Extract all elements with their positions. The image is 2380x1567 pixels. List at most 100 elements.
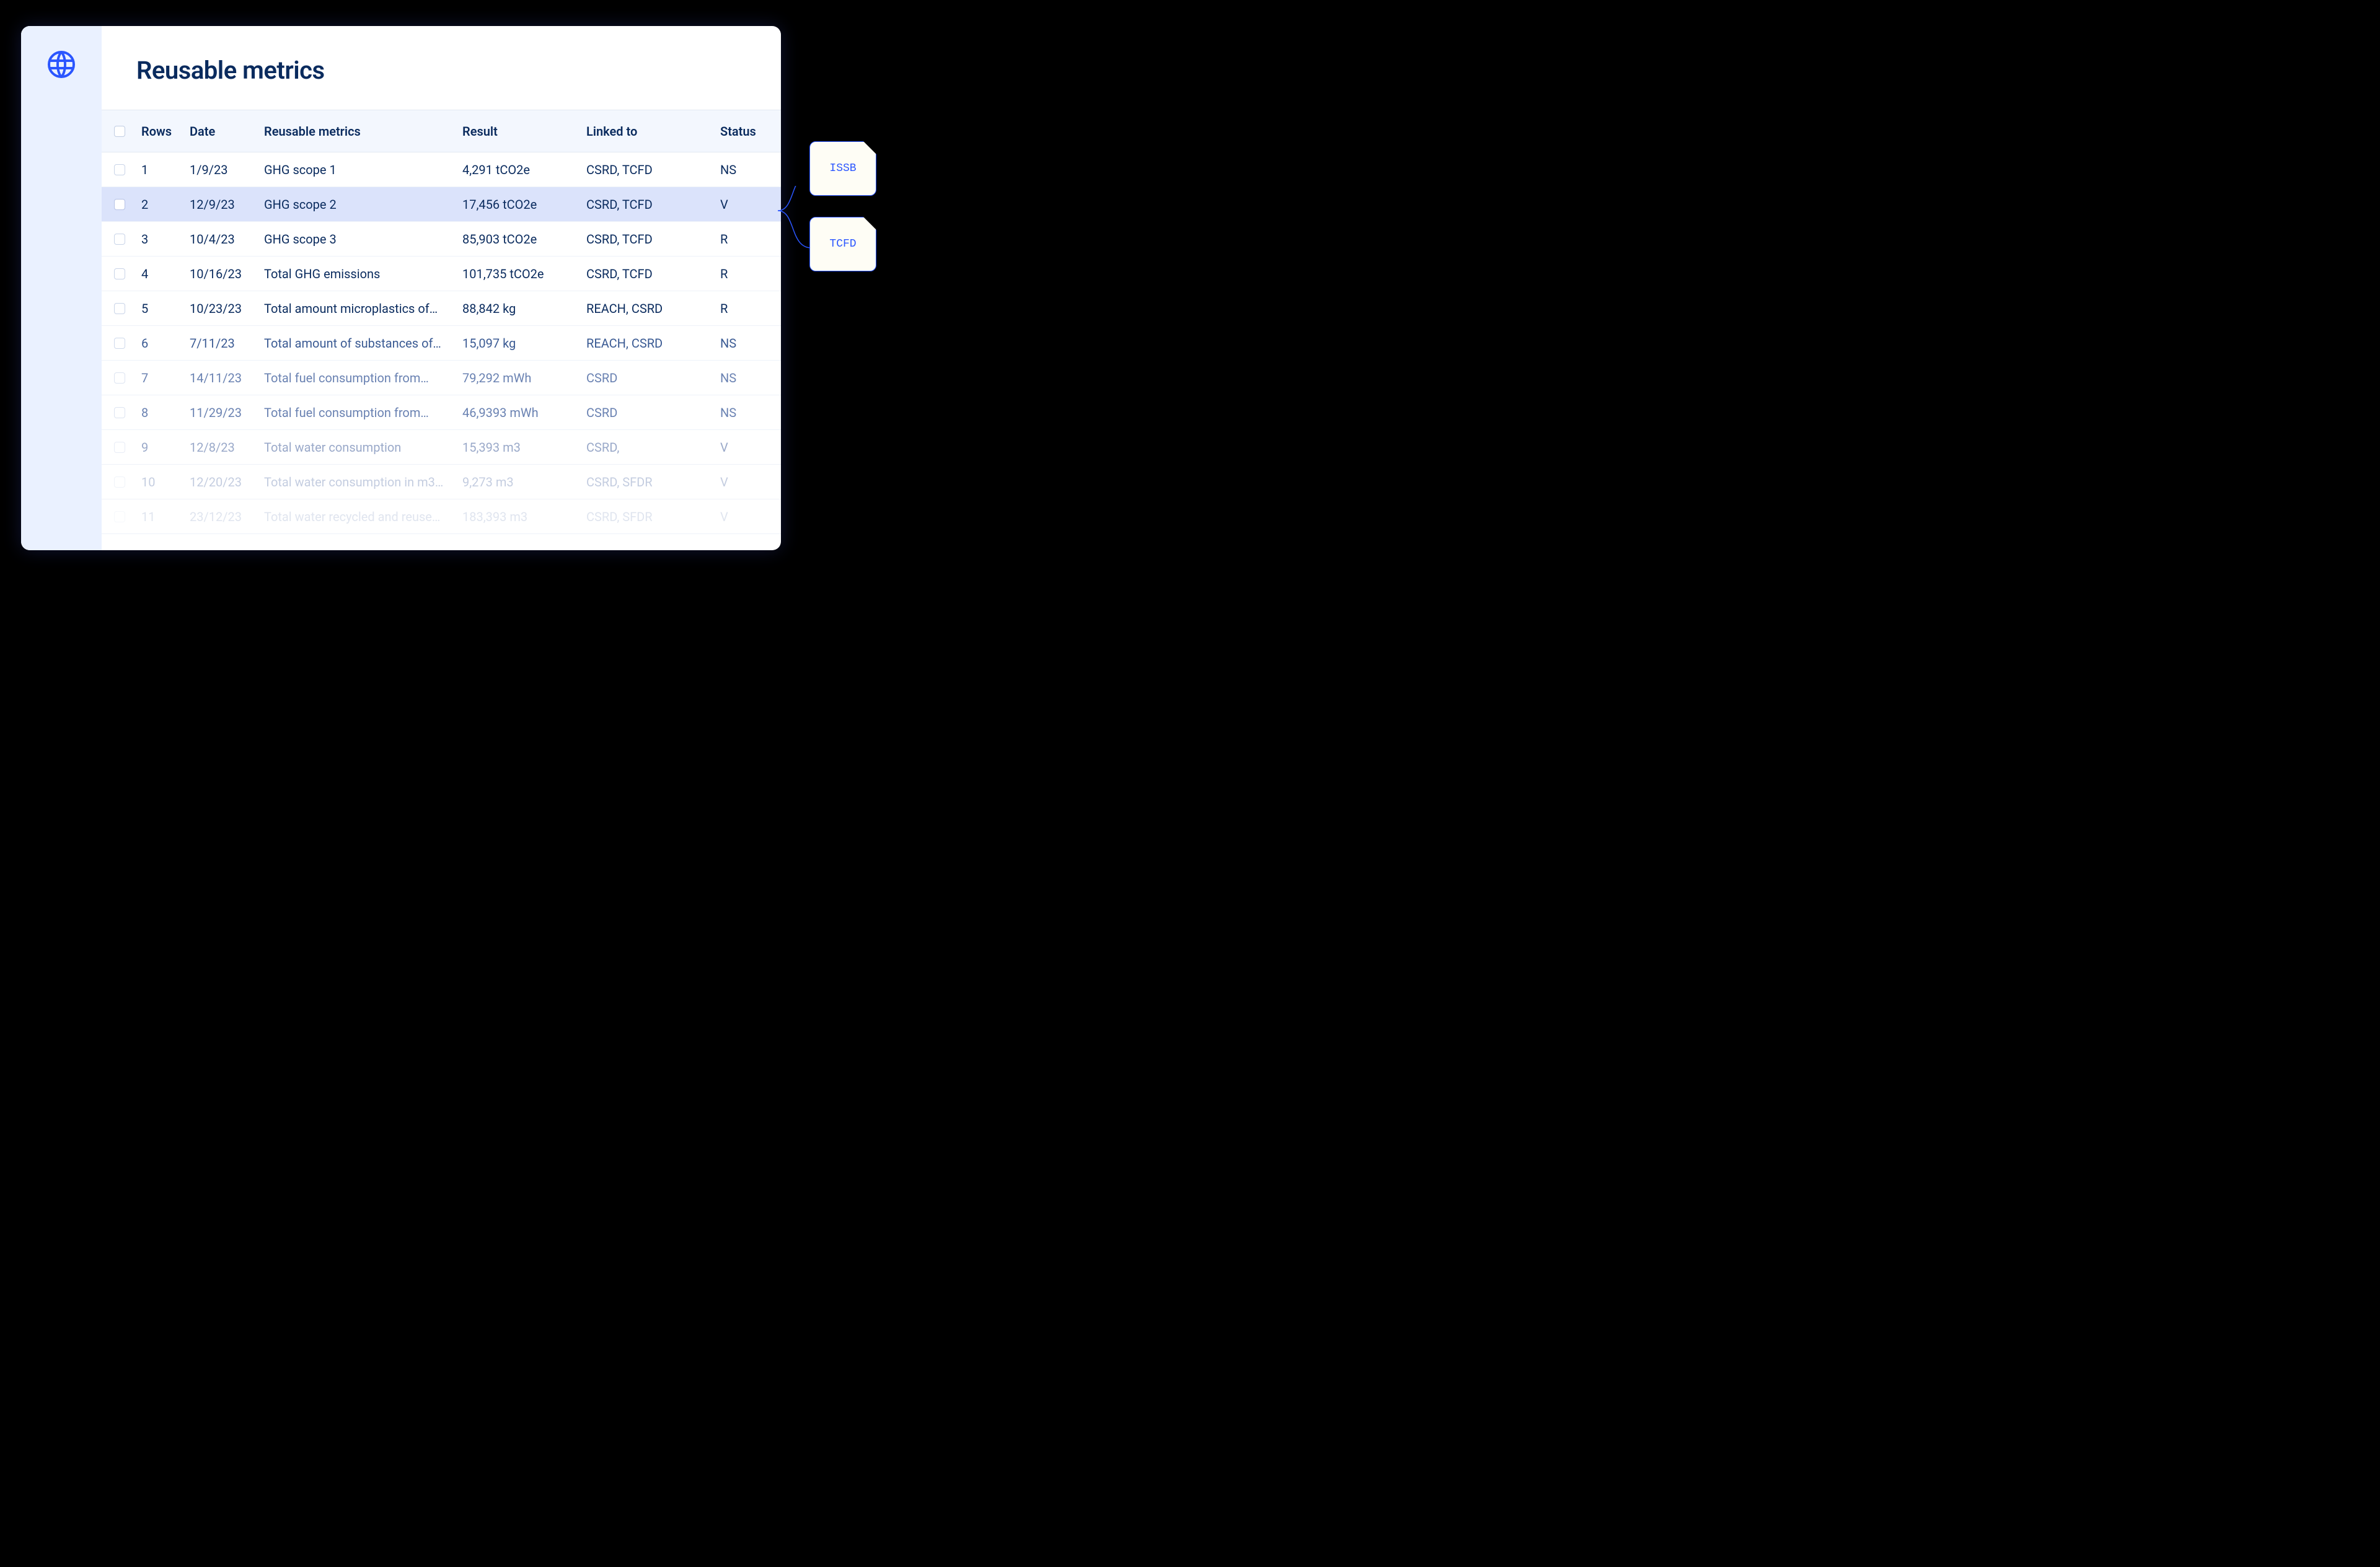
cell-rownum: 9 bbox=[141, 440, 190, 455]
row-checkbox[interactable] bbox=[114, 164, 125, 175]
cell-result: 4,291 tCO2e bbox=[462, 162, 586, 177]
table-row[interactable]: 310/4/23GHG scope 385,903 tCO2eCSRD, TCF… bbox=[102, 222, 781, 257]
cell-date: 10/23/23 bbox=[190, 301, 264, 316]
table-row[interactable]: 714/11/23Total fuel consumption from…79,… bbox=[102, 361, 781, 395]
page-title: Reusable metrics bbox=[102, 26, 781, 110]
cell-status: R bbox=[720, 232, 776, 247]
cell-rownum: 5 bbox=[141, 301, 190, 316]
col-header-result: Result bbox=[462, 124, 586, 139]
row-checkbox[interactable] bbox=[114, 476, 125, 488]
cell-rownum: 10 bbox=[141, 475, 190, 489]
cell-result: 88,842 kg bbox=[462, 301, 586, 316]
cell-linked: REACH, CSRD bbox=[586, 336, 720, 351]
globe-logo-icon bbox=[46, 50, 76, 82]
sidebar bbox=[21, 26, 102, 550]
cell-status: V bbox=[720, 197, 776, 212]
row-checkbox[interactable] bbox=[114, 442, 125, 453]
cell-metric: GHG scope 3 bbox=[264, 232, 462, 247]
table-row[interactable]: 811/29/23Total fuel consumption from…46,… bbox=[102, 395, 781, 430]
cell-rownum: 6 bbox=[141, 336, 190, 351]
table-row[interactable]: 11/9/23GHG scope 14,291 tCO2eCSRD, TCFDN… bbox=[102, 152, 781, 187]
cell-date: 12/20/23 bbox=[190, 475, 264, 489]
cell-date: 12/8/23 bbox=[190, 440, 264, 455]
row-checkbox[interactable] bbox=[114, 372, 125, 384]
table-row[interactable]: 1012/20/23Total water consumption in m3…… bbox=[102, 465, 781, 499]
col-header-rows: Rows bbox=[141, 124, 190, 139]
cell-result: 85,903 tCO2e bbox=[462, 232, 586, 247]
cell-linked: REACH, CSRD bbox=[586, 301, 720, 316]
cell-status: NS bbox=[720, 162, 776, 177]
row-checkbox[interactable] bbox=[114, 199, 125, 210]
cell-date: 10/16/23 bbox=[190, 266, 264, 281]
cell-status: V bbox=[720, 440, 776, 455]
cell-rownum: 2 bbox=[141, 197, 190, 212]
row-checkbox[interactable] bbox=[114, 303, 125, 314]
row-checkbox[interactable] bbox=[114, 338, 125, 349]
linked-doc-card[interactable]: TCFD bbox=[809, 217, 876, 271]
cell-result: 15,097 kg bbox=[462, 336, 586, 351]
cell-metric: Total amount of substances of… bbox=[264, 336, 462, 351]
fold-corner-icon bbox=[863, 217, 877, 230]
row-checkbox[interactable] bbox=[114, 511, 125, 522]
cell-linked: CSRD, TCFD bbox=[586, 197, 720, 212]
app-window: Reusable metrics Rows Date Reusable metr… bbox=[21, 26, 781, 550]
row-checkbox[interactable] bbox=[114, 234, 125, 245]
main-panel: Reusable metrics Rows Date Reusable metr… bbox=[102, 26, 781, 550]
cell-status: V bbox=[720, 509, 776, 524]
cell-status: R bbox=[720, 301, 776, 316]
col-header-date: Date bbox=[190, 124, 264, 139]
cell-rownum: 11 bbox=[141, 509, 190, 524]
cell-metric: Total water recycled and reuse… bbox=[264, 509, 462, 524]
cell-metric: Total amount microplastics of… bbox=[264, 301, 462, 316]
cell-rownum: 7 bbox=[141, 371, 190, 385]
cell-date: 10/4/23 bbox=[190, 232, 264, 247]
table-row[interactable]: 212/9/23GHG scope 217,456 tCO2eCSRD, TCF… bbox=[102, 187, 781, 222]
table-row[interactable]: 410/16/23Total GHG emissions101,735 tCO2… bbox=[102, 257, 781, 291]
row-checkbox[interactable] bbox=[114, 268, 125, 279]
table-row[interactable]: 510/23/23Total amount microplastics of…8… bbox=[102, 291, 781, 326]
cell-linked: CSRD, bbox=[586, 440, 720, 455]
metrics-table: Rows Date Reusable metrics Result Linked… bbox=[102, 110, 781, 534]
doc-card-label: TCFD bbox=[829, 238, 856, 250]
cell-result: 9,273 m3 bbox=[462, 475, 586, 489]
cell-rownum: 4 bbox=[141, 266, 190, 281]
cell-linked: CSRD, TCFD bbox=[586, 162, 720, 177]
cell-status: V bbox=[720, 475, 776, 489]
fold-corner-icon bbox=[863, 141, 877, 155]
cell-rownum: 3 bbox=[141, 232, 190, 247]
cell-status: NS bbox=[720, 371, 776, 385]
cell-linked: CSRD, SFDR bbox=[586, 509, 720, 524]
cell-rownum: 1 bbox=[141, 162, 190, 177]
cell-linked: CSRD bbox=[586, 405, 720, 420]
cell-rownum: 8 bbox=[141, 405, 190, 420]
cell-linked: CSRD, TCFD bbox=[586, 232, 720, 247]
col-header-linked: Linked to bbox=[586, 124, 720, 139]
cell-metric: Total fuel consumption from… bbox=[264, 405, 462, 420]
cell-date: 11/29/23 bbox=[190, 405, 264, 420]
table-row[interactable]: 1123/12/23Total water recycled and reuse… bbox=[102, 499, 781, 534]
cell-result: 183,393 m3 bbox=[462, 509, 586, 524]
cell-metric: Total water consumption in m3… bbox=[264, 475, 462, 489]
cell-date: 7/11/23 bbox=[190, 336, 264, 351]
cell-linked: CSRD bbox=[586, 371, 720, 385]
linked-doc-card[interactable]: ISSB bbox=[809, 141, 876, 196]
link-connectors bbox=[777, 186, 814, 285]
cell-metric: Total fuel consumption from… bbox=[264, 371, 462, 385]
table-row[interactable]: 67/11/23Total amount of substances of…15… bbox=[102, 326, 781, 361]
row-checkbox[interactable] bbox=[114, 407, 125, 418]
cell-status: NS bbox=[720, 336, 776, 351]
cell-date: 23/12/23 bbox=[190, 509, 264, 524]
col-header-metric: Reusable metrics bbox=[264, 124, 462, 139]
select-all-checkbox[interactable] bbox=[114, 126, 125, 137]
cell-metric: GHG scope 1 bbox=[264, 162, 462, 177]
table-header-row: Rows Date Reusable metrics Result Linked… bbox=[102, 110, 781, 152]
cell-date: 12/9/23 bbox=[190, 197, 264, 212]
doc-card-label: ISSB bbox=[829, 162, 856, 175]
cell-date: 14/11/23 bbox=[190, 371, 264, 385]
cell-status: NS bbox=[720, 405, 776, 420]
cell-metric: GHG scope 2 bbox=[264, 197, 462, 212]
cell-result: 46,9393 mWh bbox=[462, 405, 586, 420]
cell-linked: CSRD, SFDR bbox=[586, 475, 720, 489]
cell-linked: CSRD, TCFD bbox=[586, 266, 720, 281]
table-row[interactable]: 912/8/23Total water consumption15,393 m3… bbox=[102, 430, 781, 465]
